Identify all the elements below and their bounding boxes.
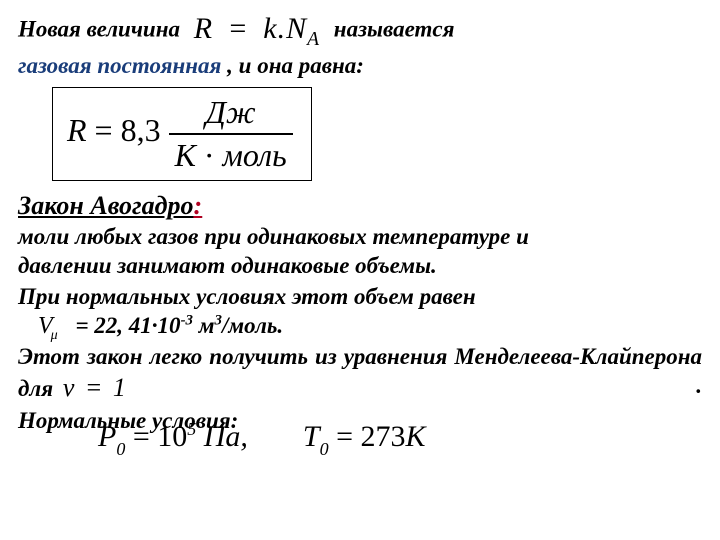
symbol-R: R (194, 12, 213, 45)
T-sub: 0 (320, 439, 329, 459)
mu-sub: μ (51, 328, 58, 343)
law-title-colon: : (193, 191, 202, 220)
p1-line2: давлении занимают одинаковые объемы. (18, 253, 437, 278)
R-symbol: R (67, 112, 87, 148)
law-title-text: Закон Авогадро (18, 191, 193, 220)
T-eq: = 273 (329, 420, 406, 453)
p3-dot: . (696, 372, 702, 401)
R-value: = 8,3 (87, 112, 161, 148)
p2-val-sup: -3 (181, 313, 193, 329)
P-sup: 5 (187, 419, 196, 439)
nu-equals-1: ν = 1 (59, 373, 132, 402)
fraction-num: Дж (169, 94, 293, 135)
paragraph-1: моли любых газов при одинаковых температ… (18, 223, 702, 281)
formula-box-R: R = 8,3 Дж К · моль (52, 87, 312, 181)
symbol-A-sub: A (307, 29, 320, 50)
document-page: Новая величина R = k.NA называется газов… (0, 0, 720, 458)
intro-line-2: газовая постоянная , и она равна: (18, 52, 702, 81)
symbol-kN: k.N (263, 12, 307, 45)
normal-conditions-formula: P0 = 105 Па, T0 = 273К (18, 419, 702, 458)
symbol-eq: = (222, 12, 255, 45)
P-eq: = 10 (125, 420, 187, 453)
formula-R-value: R = 8,3 Дж К · моль (67, 112, 293, 148)
intro-line2-tail: , и она равна: (221, 53, 364, 78)
P-symbol: P (98, 420, 116, 453)
paragraph-2: При нормальных условиях этот объем равен… (18, 283, 702, 342)
den-K: К (175, 137, 196, 173)
intro-part1: Новая величина (18, 16, 180, 41)
p1-line1: моли любых газов при одинаковых температ… (18, 224, 529, 249)
intro-part2: называется (334, 16, 455, 41)
p2-line1: При нормальных условиях этот объем равен (18, 284, 476, 309)
T-unit: К (406, 420, 426, 453)
T-symbol: T (303, 420, 320, 453)
paragraph-3: Этот закон легко получить из уравнения М… (18, 343, 702, 404)
P-unit: Па, (204, 420, 248, 453)
p2-value: = 22, 41·10-3 м3/моль. (75, 313, 283, 338)
p2-val-b: м (193, 313, 215, 338)
den-dot: · (196, 137, 223, 173)
intro-line-1: Новая величина R = k.NA называется (18, 10, 702, 52)
fraction: Дж К · моль (169, 94, 293, 174)
P-sub: 0 (116, 439, 125, 459)
fraction-den: К · моль (169, 135, 293, 174)
p2-val-a: = 22, 41·10 (75, 313, 180, 338)
den-mol: моль (223, 137, 287, 173)
law-title: Закон Авогадро: (18, 191, 702, 221)
symbol-Vmu: Vμ (18, 311, 70, 341)
gas-constant-term: газовая постоянная (18, 53, 221, 78)
p2-val-sup2: 3 (215, 313, 222, 329)
p2-val-c: /моль. (222, 313, 283, 338)
formula-R-kNA: R = k.NA (186, 10, 328, 52)
